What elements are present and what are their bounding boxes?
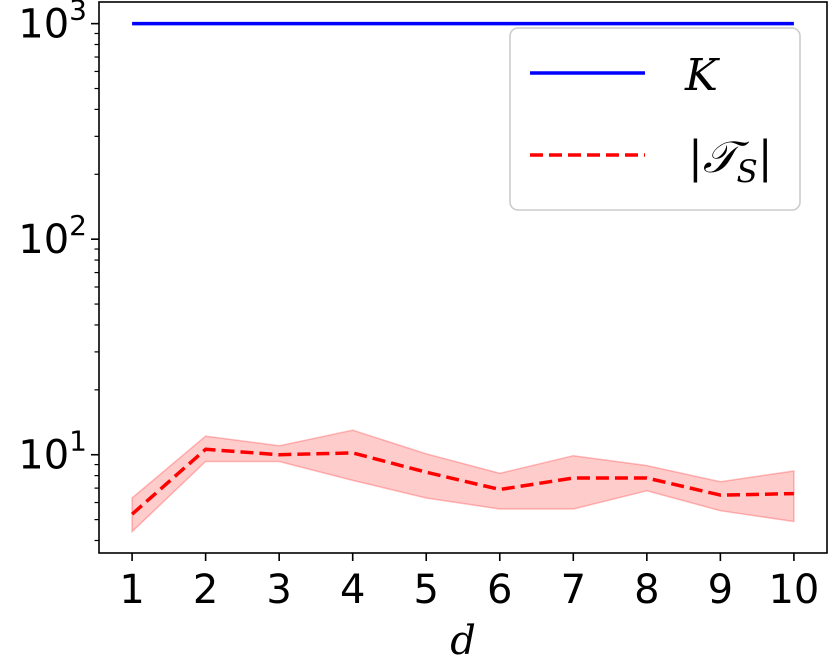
axis-ticks: 1 2 3 4 5 6 7 8 9 10 101 102 103 bbox=[18, 0, 819, 613]
y-tick-label: 101 bbox=[18, 425, 87, 479]
series-line-ts bbox=[130, 447, 794, 516]
legend-label-ts: |𝒯S| bbox=[688, 132, 773, 190]
x-tick-label: 9 bbox=[708, 567, 733, 613]
y-tick-label: 102 bbox=[18, 209, 87, 263]
plot-area bbox=[130, 21, 795, 534]
x-tick-label: 7 bbox=[561, 567, 586, 613]
x-axis-label: d bbox=[450, 618, 476, 664]
x-tick-label: 1 bbox=[119, 567, 144, 613]
x-tick-label: 8 bbox=[634, 567, 659, 613]
x-tick-label: 6 bbox=[487, 567, 512, 613]
x-tick-label: 4 bbox=[340, 567, 365, 613]
x-tick-label: 10 bbox=[768, 567, 819, 613]
confidence-band-ts bbox=[131, 429, 795, 534]
y-tick-label: 103 bbox=[18, 0, 87, 48]
legend-label-k: K bbox=[684, 50, 720, 101]
x-tick-label: 3 bbox=[266, 567, 291, 613]
axes-frame bbox=[98, 1, 828, 554]
x-tick-label: 2 bbox=[193, 567, 218, 613]
x-tick-label: 5 bbox=[414, 567, 439, 613]
legend: K |𝒯S| bbox=[509, 27, 801, 211]
